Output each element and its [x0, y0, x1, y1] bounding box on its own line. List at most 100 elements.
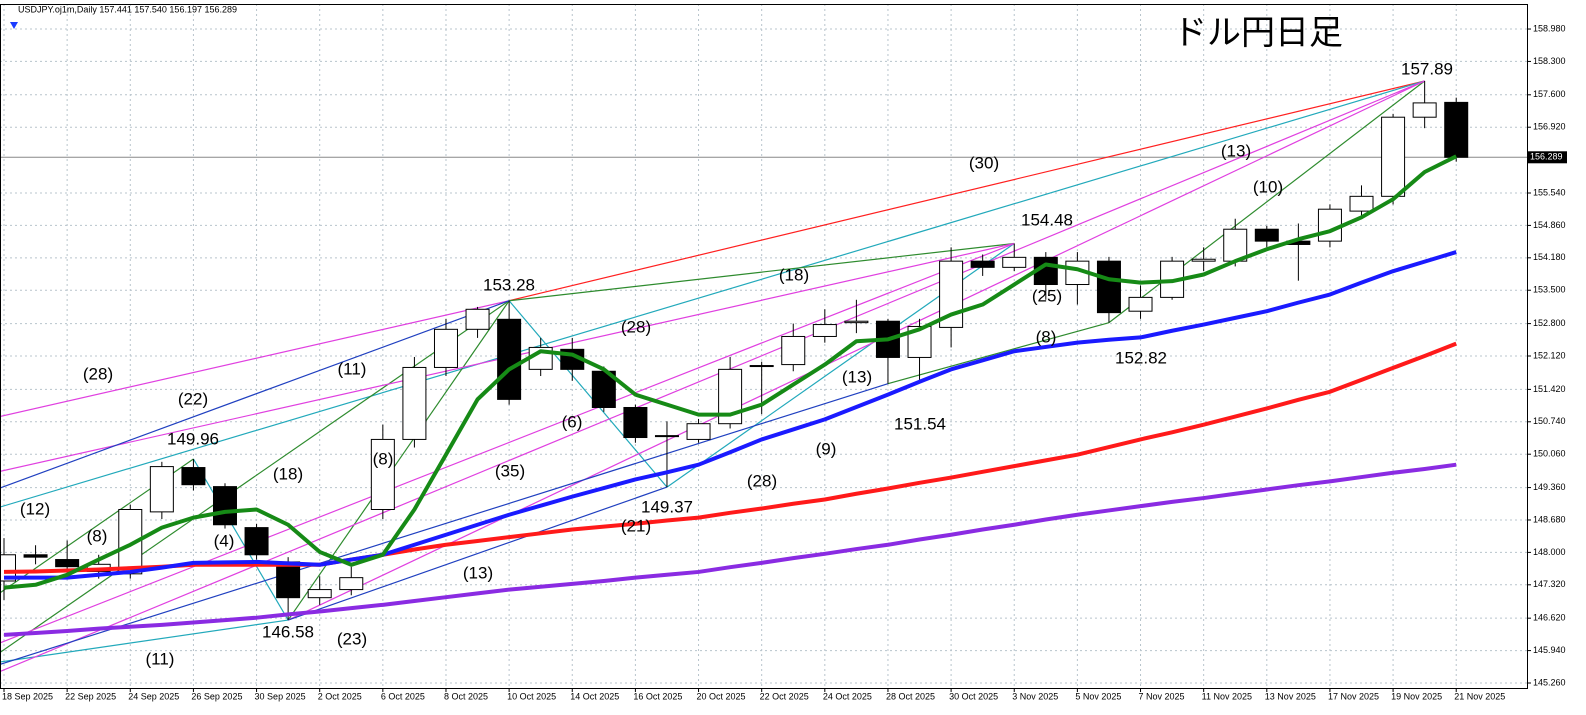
count-label: (8) [1036, 327, 1057, 346]
trendline [0, 300, 510, 418]
candle-body [781, 335, 806, 366]
pivot-label: 152.82 [1115, 348, 1167, 367]
x-tick-label: 22 Sep 2025 [65, 691, 116, 701]
x-tick-label: 21 Nov 2025 [1454, 691, 1505, 701]
y-tick-label: 152.800 [1533, 318, 1566, 328]
trendline [0, 619, 289, 663]
count-label: (28) [83, 364, 113, 383]
candle-body [307, 589, 332, 599]
candle-body [0, 554, 16, 582]
count-label: (28) [621, 317, 651, 336]
x-tick-label: 7 Nov 2025 [1139, 691, 1185, 701]
candle-body [718, 368, 743, 425]
candle-body [497, 318, 522, 400]
count-label: (11) [146, 649, 175, 668]
last-price-box [1527, 151, 1567, 164]
count-label: (4) [214, 531, 235, 550]
y-tick-label: 156.920 [1533, 122, 1566, 132]
y-tick-label: 151.420 [1533, 384, 1566, 394]
y-tick-label: 154.180 [1533, 252, 1566, 262]
trendline [508, 80, 1425, 302]
chart-title: ドル円日足 [1173, 14, 1343, 52]
axes: 158.980 158.300 157.600 156.920 155.540 154.8… [2, 23, 1567, 701]
x-tick-label: 14 Oct 2025 [570, 691, 619, 701]
y-tick-label: 147.320 [1533, 579, 1566, 589]
count-label: (13) [1221, 141, 1251, 160]
count-label: (25) [1032, 286, 1062, 305]
candle-body [1254, 228, 1279, 242]
y-tick-label: 149.360 [1533, 482, 1566, 492]
moving-average [3, 154, 1458, 590]
y-tick-label: 145.260 [1533, 677, 1566, 687]
last-price-label: 156.289 [1530, 152, 1563, 162]
moving-average [3, 341, 1457, 574]
candle-body [433, 328, 458, 368]
pivot-label: 149.96 [167, 429, 219, 448]
trendline [287, 80, 1425, 621]
count-label: (8) [373, 449, 394, 468]
y-tick-label: 150.060 [1533, 449, 1566, 459]
count-label: (28) [747, 471, 777, 490]
y-tick-label: 148.680 [1533, 514, 1566, 524]
trendline [287, 486, 668, 621]
candle-body [181, 467, 206, 486]
annotations: (12) (8) (28) (22) (4) (18) (11) (8) (35) (6) (28)… [20, 59, 1453, 668]
y-tick-label: 145.940 [1533, 645, 1566, 655]
count-label: (23) [337, 629, 367, 648]
moving-average [4, 250, 1457, 580]
y-tick-label: 153.500 [1533, 285, 1566, 295]
pivot-label: 154.48 [1021, 210, 1073, 229]
x-tick-label: 20 Oct 2025 [697, 691, 746, 701]
x-tick-label: 13 Nov 2025 [1265, 691, 1316, 701]
y-tick-label: 158.980 [1533, 23, 1566, 33]
candle-body [686, 423, 711, 440]
y-tick-label: 150.740 [1533, 416, 1566, 426]
x-tick-label: 5 Nov 2025 [1075, 691, 1121, 701]
x-tick-label: 8 Oct 2025 [444, 691, 488, 701]
x-tick-label: 6 Oct 2025 [381, 691, 425, 701]
y-tick-label: 155.540 [1533, 187, 1566, 197]
candle-body [844, 320, 869, 324]
count-label: (22) [178, 389, 208, 408]
x-tick-label: 2 Oct 2025 [318, 691, 362, 701]
x-tick-label: 26 Sep 2025 [191, 691, 242, 701]
candle-body [1096, 260, 1121, 314]
pivot-label: 157.89 [1401, 59, 1453, 78]
trendline [0, 80, 1425, 673]
candle-body [907, 325, 932, 358]
trendline [508, 300, 668, 488]
trendline [0, 300, 510, 653]
count-label: (18) [779, 265, 809, 284]
moving-average [3, 462, 1457, 637]
trendline [0, 242, 1015, 644]
trendline [0, 300, 510, 489]
candle-body [149, 466, 174, 513]
trendline [192, 458, 289, 621]
candle-body [55, 559, 80, 568]
candle-body [1002, 256, 1027, 268]
y-tick-label: 152.120 [1533, 350, 1566, 360]
count-label: (21) [621, 516, 651, 535]
pivot-label: 146.58 [262, 622, 314, 641]
candle-body [623, 406, 648, 439]
count-label: (30) [969, 153, 999, 172]
x-tick-label: 28 Oct 2025 [886, 691, 935, 701]
count-label: (6) [562, 412, 583, 431]
count-label: (10) [1253, 177, 1283, 196]
candle-body [276, 561, 301, 599]
count-label: (12) [20, 499, 50, 518]
x-tick-label: 10 Oct 2025 [507, 691, 556, 701]
candle-body [1191, 258, 1216, 262]
count-label: (11) [338, 359, 367, 378]
plot-frame [0, 4, 1528, 689]
candle-body [244, 527, 269, 556]
candle-body [1444, 101, 1469, 158]
count-label: (13) [463, 563, 493, 582]
y-tick-label: 158.300 [1533, 56, 1566, 66]
candle-body [970, 260, 995, 268]
x-tick-label: 19 Nov 2025 [1391, 691, 1442, 701]
candle-body [1381, 116, 1406, 197]
y-tick-label: 157.600 [1533, 89, 1566, 99]
x-tick-label: 17 Nov 2025 [1328, 691, 1379, 701]
